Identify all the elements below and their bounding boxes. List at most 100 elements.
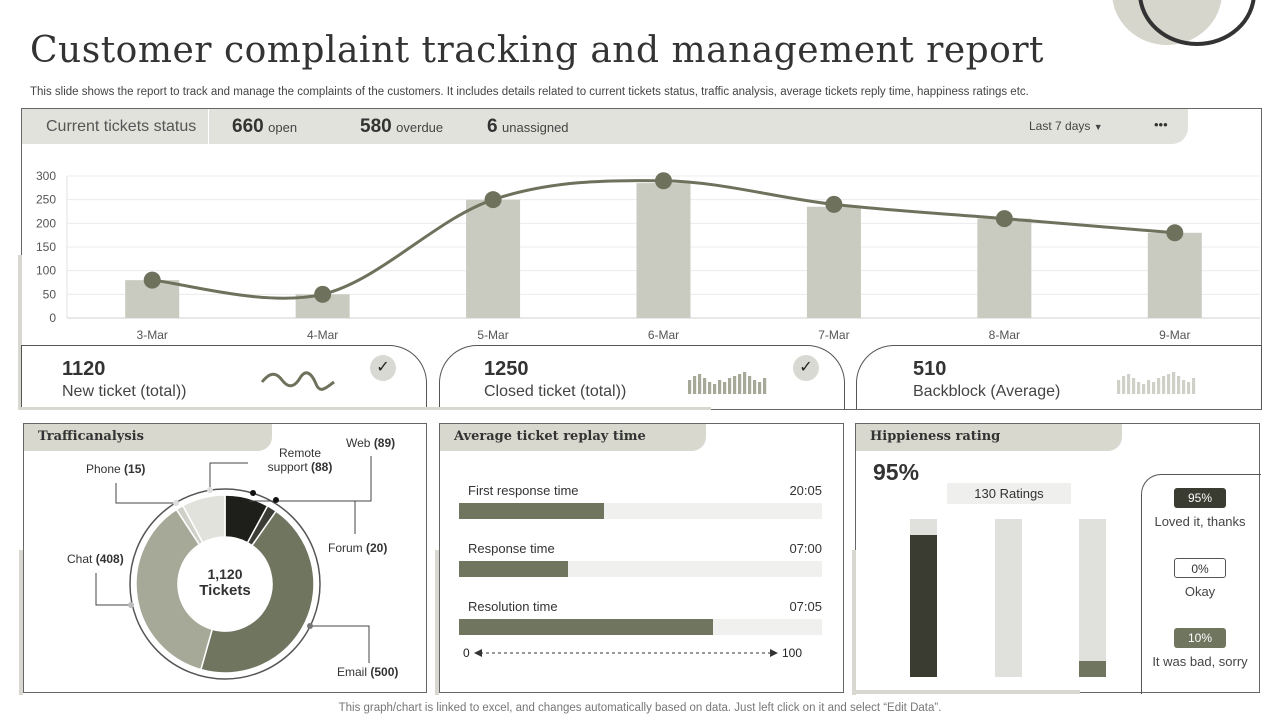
pie-slice-remote-support <box>181 494 226 544</box>
reply-time: 07:00 <box>789 541 822 556</box>
progress-fill <box>459 619 714 635</box>
leader-line <box>95 573 131 606</box>
x-tick-label: 5-Mar <box>477 328 508 342</box>
y-tick-label: 200 <box>36 216 56 230</box>
new-ticket-card: 1120 New ticket (total)) ✓ <box>21 345 427 409</box>
leader-line <box>115 483 176 504</box>
bar-8-Mar <box>977 218 1032 318</box>
bar-4-Mar <box>295 294 350 318</box>
rating-badge: 10% <box>1174 628 1226 648</box>
leader-dot <box>307 623 313 629</box>
check-icon: ✓ <box>370 355 396 381</box>
y-tick-label: 100 <box>36 264 56 278</box>
progress-track <box>459 561 822 577</box>
bar-7-Mar <box>806 206 861 318</box>
x-tick-label: 9-Mar <box>1159 328 1190 342</box>
decor-shadow <box>435 550 439 695</box>
leader-dot <box>207 487 213 493</box>
rating-bar <box>994 519 1022 677</box>
caret-down-icon: ▼ <box>1093 122 1103 132</box>
y-tick-label: 300 <box>36 169 56 183</box>
x-tick-label: 3-Mar <box>137 328 168 342</box>
rating-bar <box>1079 519 1106 677</box>
decor-shadow <box>852 550 856 695</box>
page-subtitle: This slide shows the report to track and… <box>30 86 1029 98</box>
axis-arrow-icon <box>474 649 778 657</box>
line-point-5-Mar <box>484 191 502 209</box>
rating-label: Loved it, thanks <box>1154 514 1246 529</box>
line-point-9-Mar <box>1166 224 1184 242</box>
card-value: 510 <box>913 358 947 380</box>
bar-6-Mar <box>636 183 691 318</box>
status-label: Current tickets status <box>46 118 197 135</box>
legend-box <box>1141 474 1261 694</box>
line-point-4-Mar <box>314 285 332 303</box>
card-label: Closed ticket (total)) <box>484 383 627 400</box>
progress-track <box>459 503 822 519</box>
leader-dot <box>250 490 256 496</box>
reply-row: Response time 07:00 <box>459 540 822 580</box>
progress-track <box>459 619 822 635</box>
y-tick-label: 150 <box>36 240 56 254</box>
x-tick-label: 4-Mar <box>307 328 338 342</box>
y-tick-label: 0 <box>49 311 56 325</box>
backlog-card: 510 Backblock (Average) <box>856 345 1262 409</box>
x-tick-label: 6-Mar <box>648 328 679 342</box>
reply-label: Response time <box>468 541 555 556</box>
x-tick-label: 7-Mar <box>818 328 849 342</box>
rating-bar-fill <box>1079 661 1106 677</box>
closed-ticket-card: 1250 Closed ticket (total)) ✓ <box>439 345 845 409</box>
pie-slice-email <box>199 510 315 674</box>
page-title: Customer complaint tracking and manageme… <box>30 30 1045 71</box>
bar-9-Mar <box>1147 232 1202 318</box>
rating-label: Okay <box>1184 584 1216 599</box>
decor-shadow <box>18 255 22 410</box>
pie-label-forum: Forum (20) <box>328 541 388 555</box>
open-stat: 660 open <box>232 116 298 137</box>
leader-line <box>276 500 356 534</box>
axis-max: 100 <box>782 646 803 660</box>
axis-min: 0 <box>463 646 470 660</box>
card-value: 1250 <box>484 358 529 380</box>
date-range-dropdown[interactable]: Last 7 days ▼ <box>1029 119 1103 133</box>
decor-shadow <box>21 407 711 410</box>
reply-time-panel: Average ticket replay time <box>439 423 844 693</box>
status-bar: Current tickets status 660 open 580 over… <box>22 109 1188 144</box>
more-options-icon[interactable]: ••• <box>1154 117 1168 132</box>
unassigned-stat: 6 unassigned <box>487 116 569 137</box>
check-icon: ✓ <box>793 355 819 381</box>
donut-center-label: 1,120 Tickets <box>199 566 251 599</box>
line-point-7-Mar <box>825 195 843 213</box>
card-label: Backblock (Average) <box>913 383 1061 400</box>
leader-dot <box>173 500 179 506</box>
overall-rating: 95% <box>873 459 920 485</box>
tickets-combo-chart: 0 50 100 150 200 250 300 3-Mar 4-Mar 5-Mar 6-Mar 7-… <box>36 169 1260 342</box>
section-title: Hippieness rating <box>856 424 1122 451</box>
pie-label-web: Web (89) <box>346 436 396 450</box>
x-tick-label: 8-Mar <box>989 328 1020 342</box>
overdue-stat: 580 overdue <box>360 116 444 137</box>
ratings-count: 130 Ratings <box>947 483 1071 504</box>
decor-shadow <box>19 550 23 695</box>
leader-line <box>209 462 248 490</box>
leader-line <box>310 625 370 663</box>
line-point-8-Mar <box>995 210 1013 228</box>
y-tick-label: 250 <box>36 193 56 207</box>
reply-row: Resolution time 07:05 <box>459 598 822 638</box>
rating-bar <box>910 519 937 677</box>
progress-fill <box>459 561 568 577</box>
card-value: 1120 <box>62 358 106 380</box>
divider <box>208 109 209 144</box>
rating-bar-fill <box>910 534 937 677</box>
rating-badge: 0% <box>1174 558 1226 578</box>
reply-row: First response time 20:05 <box>459 482 822 522</box>
pie-label-chat: Chat (408) <box>67 552 124 566</box>
section-title: Average ticket replay time <box>440 424 706 451</box>
reply-label: Resolution time <box>468 599 558 614</box>
y-tick-label: 50 <box>43 287 57 301</box>
pie-label-phone: Phone (15) <box>86 462 146 476</box>
squiggle-icon <box>260 371 335 391</box>
card-label: New ticket (total)) <box>62 383 187 400</box>
rating-badge: 95% <box>1174 488 1226 508</box>
reply-time: 07:05 <box>789 599 822 614</box>
